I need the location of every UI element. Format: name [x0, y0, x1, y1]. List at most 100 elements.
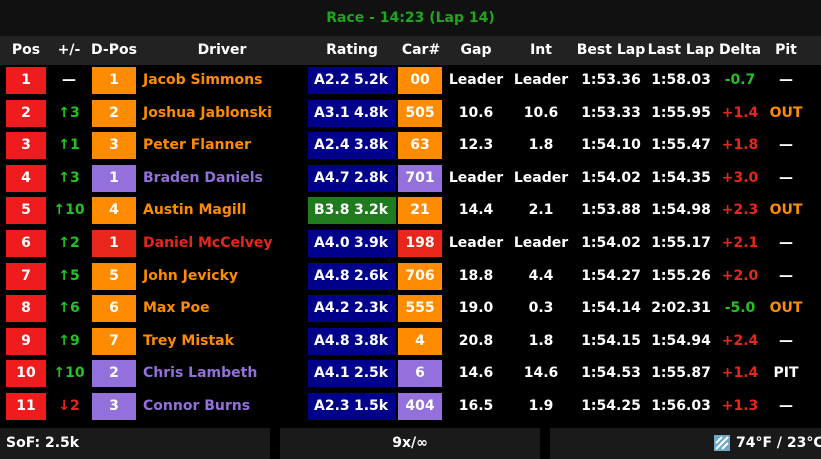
last-lap: 1:55.95 — [651, 104, 711, 121]
best-lap: 1:53.88 — [581, 202, 641, 219]
irating: 2.8k — [352, 164, 396, 192]
column-header: +/- — [57, 42, 81, 58]
driver-name: Peter Flanner — [143, 137, 251, 154]
class-position: 2 — [92, 360, 136, 388]
last-lap: 1:55.87 — [651, 365, 711, 382]
gap: 14.4 — [458, 202, 494, 219]
weather-icon — [714, 435, 730, 451]
car-number: 198 — [398, 230, 442, 257]
delta: -5.0 — [724, 300, 756, 317]
column-header: D-Pos — [91, 42, 137, 58]
last-lap: 1:55.47 — [651, 137, 711, 154]
interval: 0.3 — [528, 300, 554, 317]
best-lap: 1:54.14 — [581, 300, 641, 317]
class-position: 1 — [92, 230, 136, 257]
position-change: ↑10 — [53, 202, 85, 219]
delta: +1.4 — [721, 104, 759, 121]
column-header: Int — [530, 42, 552, 58]
car-number: 555 — [398, 295, 442, 323]
irating: 3.8k — [352, 327, 396, 355]
column-header: Gap — [460, 42, 492, 58]
position: 7 — [6, 262, 46, 290]
car-number: 00 — [398, 67, 442, 94]
interval: 14.6 — [523, 365, 559, 382]
car-number: 63 — [398, 132, 442, 160]
driver-name: Braden Daniels — [143, 169, 263, 186]
best-lap: 1:53.33 — [581, 104, 641, 121]
interval: 4.4 — [528, 267, 554, 284]
car-number: 706 — [398, 262, 442, 290]
irating: 2.3k — [352, 295, 396, 323]
last-lap: 1:54.98 — [651, 202, 711, 219]
column-header: Best Lap — [576, 42, 646, 58]
column-header: Delta — [718, 42, 762, 58]
car-number: 404 — [398, 393, 442, 420]
interval: 2.1 — [528, 202, 554, 219]
last-lap: 2:02.31 — [651, 300, 711, 317]
column-header: Pit — [775, 42, 797, 58]
license: A4.7 — [308, 164, 352, 192]
last-lap: 1:54.35 — [651, 169, 711, 186]
position: 3 — [6, 132, 46, 160]
gap: 20.8 — [458, 332, 494, 349]
gap: Leader — [448, 72, 504, 88]
gap: 18.8 — [458, 267, 494, 284]
position: 6 — [6, 230, 46, 257]
car-number: 505 — [398, 99, 442, 127]
position-change: ↑9 — [58, 332, 80, 349]
irating: 3.8k — [352, 132, 396, 160]
delta: +2.3 — [721, 202, 759, 219]
position: 8 — [6, 295, 46, 323]
gap: Leader — [448, 235, 504, 251]
interval: 10.6 — [523, 104, 559, 121]
license: A4.0 — [308, 230, 352, 257]
driver-name: Austin Magill — [143, 202, 247, 219]
class-position: 2 — [92, 99, 136, 127]
position-change: ↑3 — [58, 169, 80, 186]
pit-status: — — [779, 267, 793, 284]
last-lap: 1:54.94 — [651, 332, 711, 349]
car-number: 701 — [398, 164, 442, 192]
interval: Leader — [513, 72, 569, 88]
car-number: 21 — [398, 197, 442, 225]
weather-bar — [550, 428, 821, 459]
position: 5 — [6, 197, 46, 225]
driver-name: Chris Lambeth — [143, 365, 258, 382]
gap: Leader — [448, 169, 504, 186]
column-header: Pos — [11, 42, 41, 58]
delta: +2.0 — [721, 267, 759, 284]
title: Race - 14:23 (Lap 14) — [0, 0, 821, 36]
irating: 3.2k — [352, 197, 396, 225]
license: A4.8 — [308, 262, 352, 290]
license: A4.2 — [308, 295, 352, 323]
delta: -0.7 — [724, 72, 756, 88]
irating: 3.9k — [352, 230, 396, 257]
license: A2.3 — [308, 393, 352, 420]
interval: 1.8 — [528, 332, 554, 349]
class-position: 5 — [92, 262, 136, 290]
interval: 1.8 — [528, 137, 554, 154]
pit-status: OUT — [769, 202, 803, 219]
irating: 1.5k — [352, 393, 396, 420]
position-change: ↑10 — [53, 365, 85, 382]
driver-name: Max Poe — [143, 300, 210, 317]
last-lap: 1:55.17 — [651, 235, 711, 251]
position: 1 — [6, 67, 46, 94]
position-change: — — [62, 72, 76, 88]
delta: +1.4 — [721, 365, 759, 382]
position: 2 — [6, 99, 46, 127]
position-change: ↓2 — [58, 398, 80, 414]
best-lap: 1:54.02 — [581, 169, 641, 186]
position-change: ↑6 — [58, 300, 80, 317]
position: 9 — [6, 327, 46, 355]
car-number: 6 — [398, 360, 442, 388]
license: A2.2 — [308, 67, 352, 94]
best-lap: 1:54.15 — [581, 332, 641, 349]
position-change: ↑3 — [58, 104, 80, 121]
driver-name: Joshua Jablonski — [143, 104, 272, 121]
column-header: Driver — [197, 42, 247, 58]
delta: +1.8 — [721, 137, 759, 154]
irating: 4.8k — [352, 99, 396, 127]
pit-status: PIT — [773, 365, 799, 382]
